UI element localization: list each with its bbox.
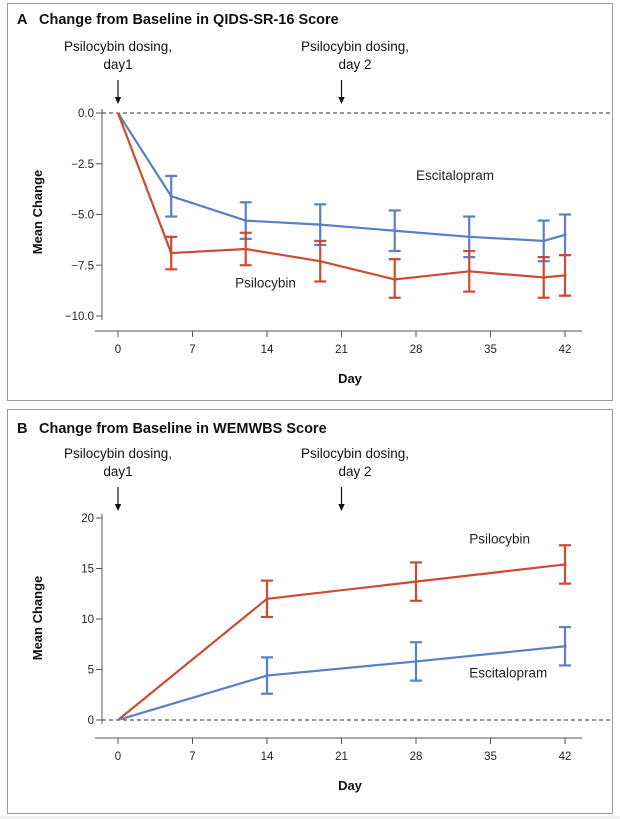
x-axis-label: Day [338,778,363,793]
y-axis-label: Mean Change [30,576,45,661]
y-tick-label: 20 [81,513,94,525]
series-label: Escitalopram [469,666,547,681]
psilocybin-data-point [169,251,173,255]
panel-b-chart: B Change from Baseline in WEMWBS Score Psi… [17,421,610,793]
psilocybin-data-point [563,273,567,277]
psilocybin-series-line [117,563,566,721]
chart-title: Change from Baseline in QIDS-SR-16 Score [39,12,339,28]
x-tick-label: 0 [115,344,121,356]
panel-b-frame [7,409,613,814]
y-tick-label: 5 [88,665,94,677]
dosing-annotation-line2: day 2 [338,57,371,72]
psilocybin-data-point [393,277,397,282]
dosing-annotation-line1: Psilocybin dosing, [64,39,172,54]
dosing-annotation-line1: Psilocybin dosing, [301,39,409,54]
escitalopram-data-point [169,194,173,198]
x-tick-label: 7 [189,344,195,356]
escitalopram-data-point [318,223,322,227]
panel-letter: B [17,421,27,437]
psilocybin-series-line [116,112,566,281]
escitalopram-series-line [117,645,566,722]
series-label: Escitalopram [416,168,494,183]
escitalopram-data-point [467,235,471,239]
x-tick-label: 35 [484,751,497,763]
x-tick-label: 42 [559,344,572,356]
x-tick-label: 7 [189,751,195,763]
dosing-annotation-line1: Psilocybin dosing, [301,446,409,461]
y-axis-label: Mean Change [30,170,45,255]
x-axis-label: Day [338,371,363,386]
chart-title: Change from Baseline in WEMWBS Score [39,421,327,437]
psilocybin-data-point [542,275,546,280]
escitalopram-data-point [563,233,567,237]
bottom-strip [0,816,620,819]
escitalopram-data-point [265,673,269,678]
dosing-arrow-head [338,504,345,511]
x-tick-label: 21 [335,344,348,356]
y-tick-label: 0.0 [78,108,94,120]
escitalopram-data-point [414,659,418,664]
y-tick-label: 15 [81,564,94,576]
panel-a-chart: A Change from Baseline in QIDS-SR-16 Scor… [17,12,610,386]
series-label: Psilocybin [469,531,530,546]
dosing-annotation-line2: day 2 [338,464,371,479]
x-tick-label: 28 [410,344,423,356]
psilocybin-data-point [265,597,269,601]
y-tick-label: −10.0 [65,311,94,323]
x-tick-label: 28 [410,751,423,763]
escitalopram-series-line [117,112,566,242]
y-tick-label: 0 [88,715,94,727]
escitalopram-data-point [563,644,567,648]
y-tick-label: −5.0 [71,210,94,222]
y-tick-label: 10 [81,614,94,626]
panel-letter: A [17,12,28,28]
dosing-arrow-head [114,504,122,511]
series-label: Psilocybin [235,276,296,291]
x-tick-label: 0 [115,751,121,763]
escitalopram-data-point [542,239,546,243]
panel-a-frame [7,3,613,401]
dosing-annotation-line2: day1 [103,464,132,479]
psilocybin-data-point [467,269,471,273]
dosing-arrow-head [338,97,345,104]
escitalopram-data-point [393,229,397,233]
psilocybin-data-point [244,247,248,251]
escitalopram-data-point [244,218,248,223]
x-tick-label: 21 [335,751,348,763]
y-tick-label: −7.5 [71,260,94,272]
y-tick-label: −2.5 [71,159,94,171]
dosing-arrow-head [114,97,122,104]
x-tick-label: 42 [559,751,572,763]
x-tick-label: 14 [261,344,274,356]
psilocybin-data-point [414,580,418,584]
dosing-annotation-line1: Psilocybin dosing, [64,446,172,461]
psilocybin-data-point [563,562,567,567]
x-tick-label: 14 [261,751,274,763]
dosing-annotation-line2: day1 [103,57,132,72]
x-tick-label: 35 [484,344,497,356]
psilocybin-data-point [318,259,322,263]
